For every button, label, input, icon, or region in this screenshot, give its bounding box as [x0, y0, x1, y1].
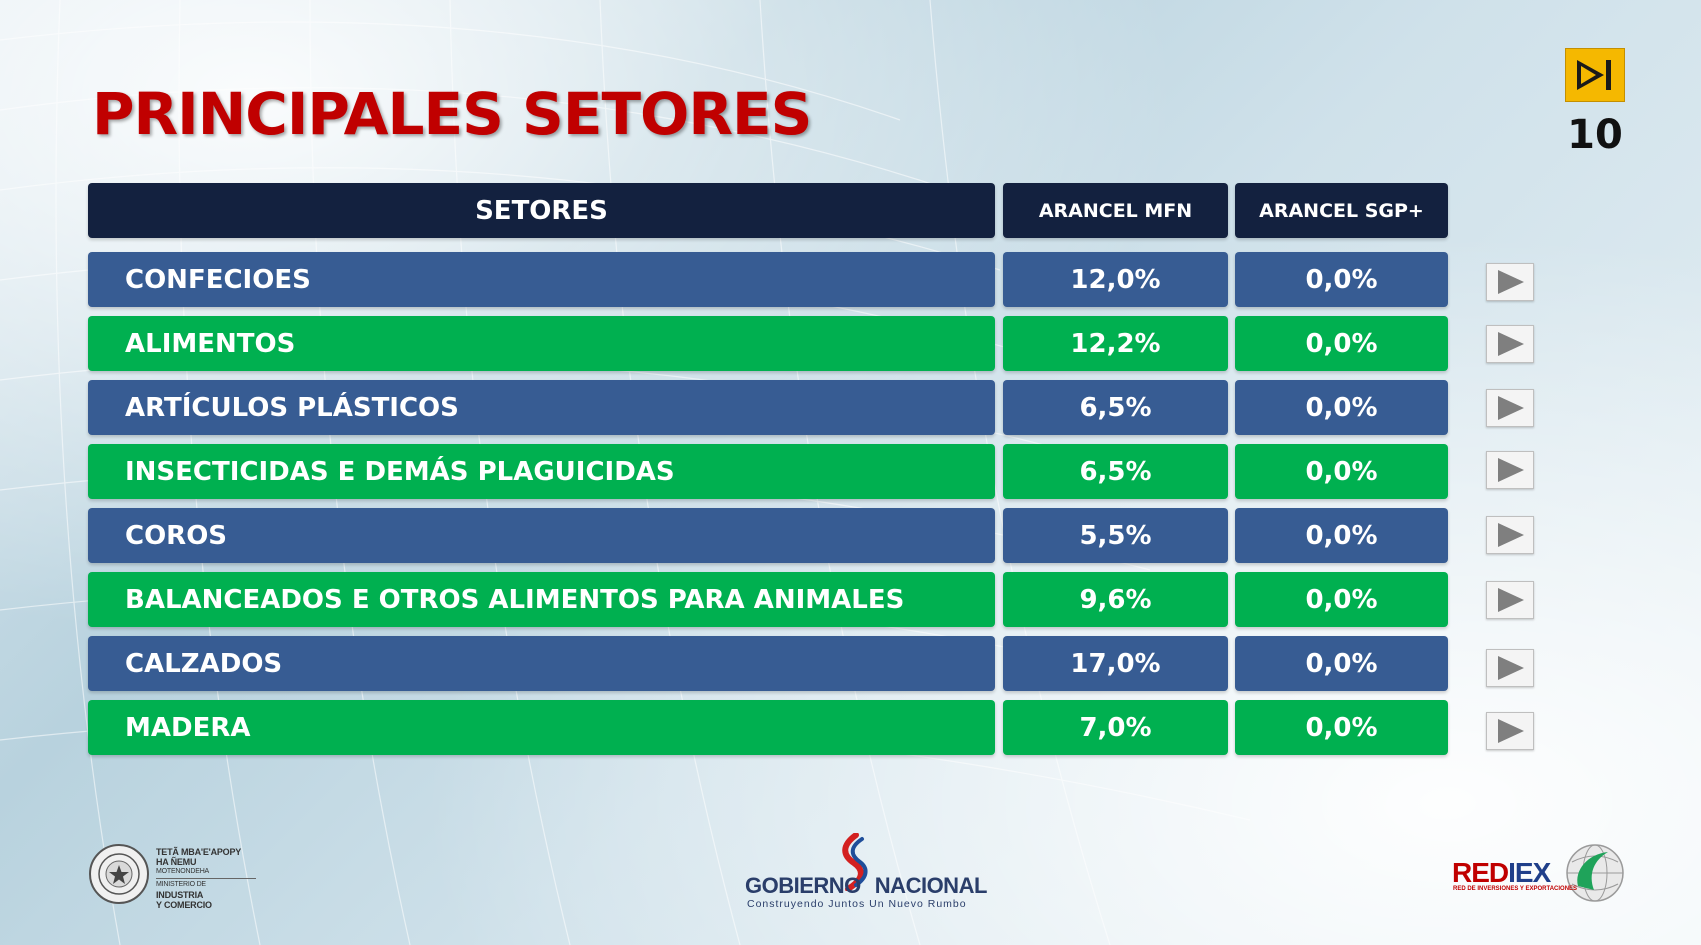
mfn-cell: 12,2%	[1003, 316, 1228, 371]
play-icon	[1498, 396, 1524, 420]
sgp-cell: 0,0%	[1235, 700, 1448, 755]
gobierno-name: GOBIERNO NACIONAL	[745, 873, 987, 899]
ministerio-line: MOTENONDEHA	[156, 868, 210, 875]
mfn-cell: 6,5%	[1003, 380, 1228, 435]
sector-cell: BALANCEADOS E OTROS ALIMENTOS PARA ANIMA…	[88, 572, 995, 627]
national-seal-icon	[89, 844, 149, 904]
ministerio-name: TETÃ MBA'E'APOPY HA ÑEMU MOTENONDEHA MIN…	[156, 847, 256, 910]
sector-cell: ALIMENTOS	[88, 316, 995, 371]
mfn-cell: 9,6%	[1003, 572, 1228, 627]
play-button-balanceados[interactable]	[1486, 581, 1534, 619]
sgp-cell: 0,0%	[1235, 380, 1448, 435]
mfn-cell: 12,0%	[1003, 252, 1228, 307]
sector-cell: COROS	[88, 508, 995, 563]
header-mfn: ARANCEL MFN	[1003, 183, 1228, 238]
play-icon	[1498, 332, 1524, 356]
skip-to-end-button[interactable]	[1565, 48, 1625, 102]
rediex-name-blue: IEX	[1508, 857, 1551, 888]
play-icon	[1498, 656, 1524, 680]
rediex-name-red: RED	[1452, 857, 1509, 888]
sector-cell: MADERA	[88, 700, 995, 755]
flag-ribbon-icon	[842, 833, 868, 891]
play-button-calzados[interactable]	[1486, 649, 1534, 687]
gobierno-nacional-logo: GOBIERNO NACIONAL Construyendo Juntos Un …	[740, 833, 987, 913]
sgp-cell: 0,0%	[1235, 444, 1448, 499]
play-icon	[1498, 458, 1524, 482]
gobierno-tagline: Construyendo Juntos Un Nuevo Rumbo	[747, 898, 967, 910]
gobierno-name-right: NACIONAL	[874, 873, 988, 898]
play-button-madera[interactable]	[1486, 712, 1534, 750]
play-button-confecioes[interactable]	[1486, 263, 1534, 301]
play-button-articulos-plasticos[interactable]	[1486, 389, 1534, 427]
play-icon	[1498, 719, 1524, 743]
rediex-logo: REDIEX RED DE INVERSIONES Y EXPORTACIONE…	[1452, 842, 1627, 906]
sector-cell: CONFECIOES	[88, 252, 995, 307]
header-sector: SETORES	[88, 183, 995, 238]
ministerio-line: INDUSTRIA	[156, 890, 204, 900]
sgp-cell: 0,0%	[1235, 316, 1448, 371]
play-button-insecticidas[interactable]	[1486, 451, 1534, 489]
mfn-cell: 7,0%	[1003, 700, 1228, 755]
header-sgp: ARANCEL SGP+	[1235, 183, 1448, 238]
play-button-coros[interactable]	[1486, 516, 1534, 554]
rediex-name: REDIEX	[1452, 857, 1551, 889]
ministerio-line: Y COMERCIO	[156, 900, 212, 910]
ministerio-line: TETÃ MBA'E'APOPY	[156, 847, 242, 857]
ministerio-line: HA ÑEMU	[156, 857, 197, 867]
play-icon	[1498, 523, 1524, 547]
page-number: 10	[1567, 112, 1623, 158]
sgp-cell: 0,0%	[1235, 636, 1448, 691]
sgp-cell: 0,0%	[1235, 252, 1448, 307]
page-title: PRINCIPALES SETORES	[92, 80, 812, 148]
play-icon	[1498, 588, 1524, 612]
sgp-cell: 0,0%	[1235, 508, 1448, 563]
gobierno-name-left: GOBIERNO	[745, 873, 861, 898]
mfn-cell: 17,0%	[1003, 636, 1228, 691]
mfn-cell: 5,5%	[1003, 508, 1228, 563]
sector-cell: CALZADOS	[88, 636, 995, 691]
rediex-tagline: RED DE INVERSIONES Y EXPORTACIONES	[1453, 886, 1578, 892]
play-icon	[1498, 270, 1524, 294]
play-button-alimentos[interactable]	[1486, 325, 1534, 363]
sector-cell: ARTÍCULOS PLÁSTICOS	[88, 380, 995, 435]
mfn-cell: 6,5%	[1003, 444, 1228, 499]
globe-icon	[1566, 844, 1624, 902]
ministerio-logo: TETÃ MBA'E'APOPY HA ÑEMU MOTENONDEHA MIN…	[88, 843, 263, 910]
sector-cell: INSECTICIDAS E DEMÁS PLAGUICIDAS	[88, 444, 995, 499]
sgp-cell: 0,0%	[1235, 572, 1448, 627]
skip-to-end-icon	[1577, 60, 1611, 90]
ministerio-line: MINISTERIO DE	[156, 881, 206, 888]
